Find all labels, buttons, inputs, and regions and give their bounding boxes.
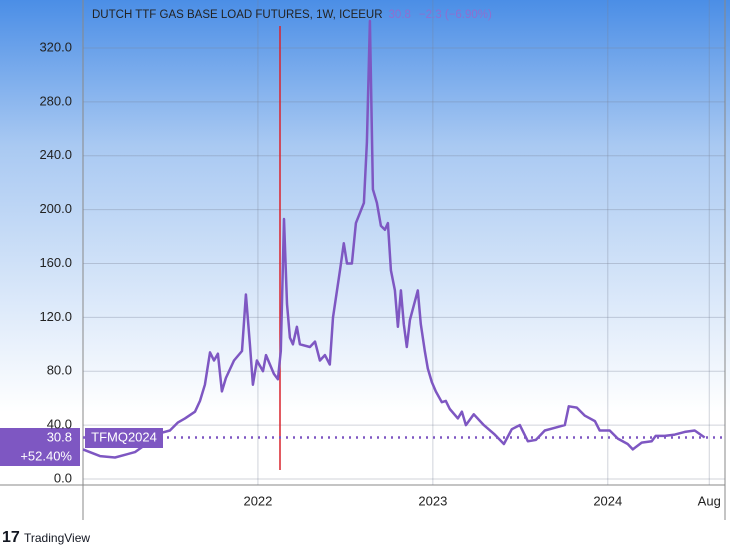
x-tick-label: Aug [698, 493, 721, 508]
x-tick-label: 2024 [593, 493, 622, 508]
brand-logo: 17 [2, 529, 20, 546]
header-change: −2.3 (−6.90%) [419, 9, 492, 21]
price-line [82, 19, 706, 459]
y-tick-label: 280.0 [39, 93, 72, 108]
x-axis-area [0, 485, 730, 520]
symbol-label-box [85, 428, 163, 448]
x-tick-label: 2022 [243, 493, 272, 508]
brand-name: TradingView [24, 531, 90, 545]
chart-title: DUTCH TTF GAS BASE LOAD FUTURES, 1W, ICE… [92, 9, 383, 21]
y-tick-label: 80.0 [47, 363, 72, 378]
header-price: 30.8 [389, 9, 411, 21]
symbol-label: TFMQ2024 [91, 429, 157, 444]
y-tick-label: 200.0 [39, 201, 72, 216]
y-tick-label: 0.0 [54, 470, 72, 485]
y-tick-label: 240.0 [39, 147, 72, 162]
price-label: 30.8 +52.40% TFMQ2024 [0, 428, 163, 466]
y-tick-label: 160.0 [39, 255, 72, 270]
y-tick-label: 40.0 [47, 417, 72, 432]
price-label-value: 30.8 [47, 429, 72, 444]
x-tick-label: 2023 [418, 493, 447, 508]
price-label-box [0, 428, 80, 466]
y-tick-label: 120.0 [39, 309, 72, 324]
y-tick-label: 320.0 [39, 39, 72, 54]
price-label-change: +52.40% [20, 448, 72, 463]
background [0, 0, 730, 485]
